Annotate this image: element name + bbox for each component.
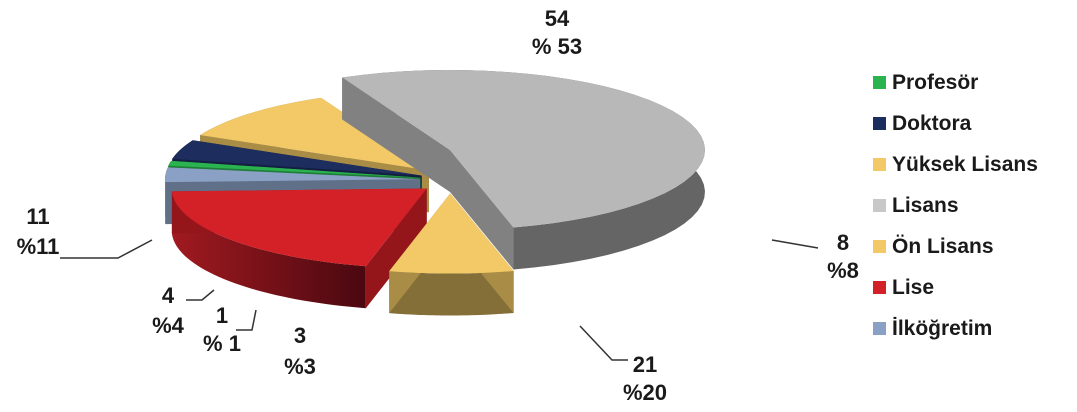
pie-slice-0[interactable] — [342, 70, 705, 270]
leader-line — [60, 239, 153, 259]
data-label-count: 3 — [294, 323, 306, 348]
pie-slice-side — [171, 191, 366, 309]
data-label-percent: %11 — [17, 234, 60, 259]
data-label-percent: %8 — [827, 258, 859, 283]
legend-label: İlköğretim — [892, 316, 993, 340]
data-label-count: 54 — [545, 6, 570, 31]
legend-label: Lisans — [892, 193, 959, 217]
pie-slice-top — [200, 97, 430, 171]
data-label-percent: %20 — [623, 380, 667, 405]
pie-slice-top — [389, 193, 514, 274]
legend-swatch — [873, 199, 886, 212]
pie-slice-top — [342, 70, 705, 228]
pie-slice-side — [389, 270, 514, 316]
data-label-count: 21 — [633, 352, 657, 377]
legend-swatch — [873, 240, 886, 253]
legend-swatch — [873, 322, 886, 335]
leader-line — [186, 289, 215, 301]
legend-item-profesor[interactable]: Profesör — [873, 62, 1073, 103]
legend-swatch — [873, 76, 886, 89]
legend-label: Ön Lisans — [892, 234, 994, 258]
legend-label: Profesör — [892, 70, 979, 94]
legend-item-on-lisans[interactable]: Ön Lisans — [873, 226, 1073, 267]
legend-label: Lise — [892, 275, 935, 299]
data-label-count: 11 — [26, 204, 49, 229]
data-label-count: 8 — [837, 230, 849, 255]
data-label-percent: % 1 — [203, 331, 241, 356]
legend-item-ilkogretim[interactable]: İlköğretim — [873, 308, 1073, 349]
data-label-count: 4 — [162, 283, 175, 308]
pie-slice-top — [168, 160, 421, 178]
leader-line — [771, 239, 819, 249]
leader-line — [579, 325, 628, 361]
data-label-percent: % 53 — [532, 34, 582, 59]
pie-slice-2[interactable] — [171, 188, 427, 309]
legend: Profesör Doktora Yüksek Lisans Lisans Ön… — [873, 62, 1073, 349]
legend-item-doktora[interactable]: Doktora — [873, 103, 1073, 144]
legend-label: Doktora — [892, 111, 972, 135]
legend-swatch — [873, 158, 886, 171]
legend-item-lisans[interactable]: Lisans — [873, 185, 1073, 226]
data-label-percent: %3 — [284, 354, 316, 379]
pie-chart: 54 % 53 8 %8 21 %20 3 %3 1 % 1 4 %4 11 %11 — [17, 6, 859, 405]
pie-slice-1[interactable] — [389, 193, 514, 316]
data-label-percent: %4 — [152, 313, 185, 338]
legend-swatch — [873, 117, 886, 130]
data-label-count: 1 — [216, 303, 228, 328]
pie-slice-face — [342, 77, 450, 192]
legend-swatch — [873, 281, 886, 294]
pie-slice-top — [165, 167, 421, 183]
legend-label: Yüksek Lisans — [892, 152, 1038, 176]
leader-line — [236, 309, 257, 331]
pie-slice-top — [171, 188, 427, 267]
pie-slice-face — [450, 150, 514, 270]
legend-item-lise[interactable]: Lise — [873, 267, 1073, 308]
pie-slice-top — [172, 140, 422, 176]
legend-item-yuksek-lisans[interactable]: Yüksek Lisans — [873, 144, 1073, 185]
